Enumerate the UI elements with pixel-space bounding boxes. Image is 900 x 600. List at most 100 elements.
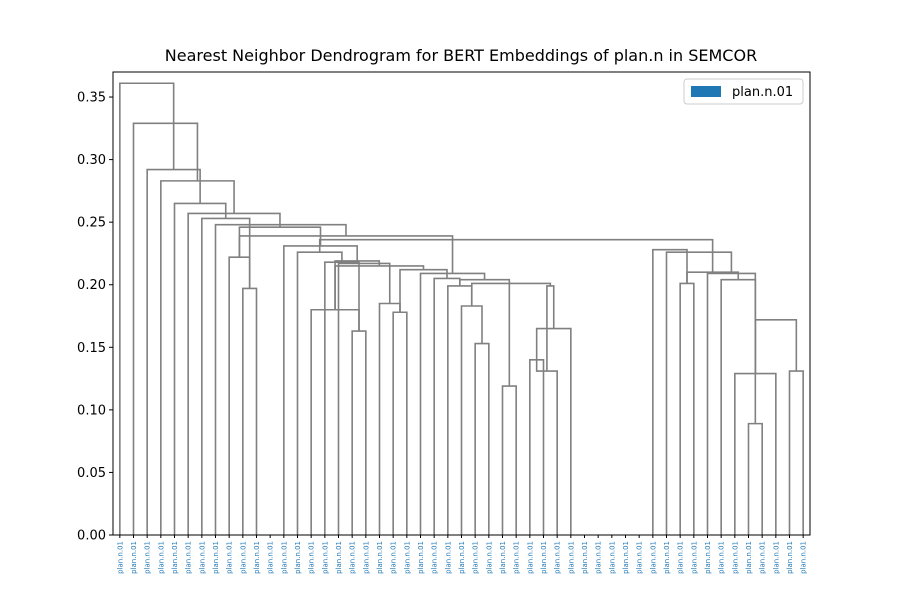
dendrogram-link (214, 223, 347, 535)
leaf-label: plan.n.01 (718, 541, 726, 574)
dendrogram-link (228, 256, 251, 535)
leaf-label: plan.n.01 (239, 541, 247, 574)
legend-swatch (691, 86, 721, 97)
leaf-label: plan.n.01 (212, 541, 220, 574)
dendrogram-link (351, 330, 367, 535)
y-tick-label: 0.35 (77, 91, 106, 106)
leaf-label: plan.n.01 (485, 541, 493, 574)
leaf-label: plan.n.01 (349, 541, 357, 574)
leaf-label: plan.n.01 (116, 541, 124, 574)
dendrogram-link (433, 277, 461, 535)
y-tick-label: 0.10 (77, 403, 106, 418)
dendrogram-link (529, 359, 545, 535)
dendrogram-link (665, 251, 733, 535)
leaf-label: plan.n.01 (253, 541, 261, 574)
dendrogram-link (392, 311, 408, 535)
dendrogram-link (747, 422, 763, 535)
dendrogram-link (187, 212, 281, 535)
leaf-label: plan.n.01 (499, 541, 507, 574)
dendrogram-link (470, 282, 552, 307)
leaf-label: plan.n.01 (144, 541, 152, 574)
dendrogram-link (419, 272, 486, 535)
leaf-label: plan.n.01 (622, 541, 630, 574)
leaf-label: plan.n.01 (444, 541, 452, 574)
leaf-label: plan.n.01 (376, 541, 384, 574)
leaf-label: plan.n.01 (513, 541, 521, 574)
leaf-label: plan.n.01 (649, 541, 657, 574)
y-tick-label: 0.25 (77, 216, 106, 231)
leaf-label: plan.n.01 (554, 541, 562, 574)
leaf-label: plan.n.01 (267, 541, 275, 574)
leaf-label: plan.n.01 (526, 541, 534, 574)
dendrogram-link (754, 318, 798, 374)
dendrogram-link (378, 302, 401, 535)
dendrogram-link (173, 202, 227, 535)
leaf-label: plan.n.01 (677, 541, 685, 574)
y-tick-label: 0.15 (77, 341, 106, 356)
dendrogram-link (720, 278, 757, 535)
leaf-label: plan.n.01 (335, 541, 343, 574)
dendrogram-link (447, 285, 473, 535)
leaf-label: plan.n.01 (608, 541, 616, 574)
leaf-label: plan.n.01 (690, 541, 698, 574)
dendrogram-link (318, 238, 714, 273)
leaf-label: plan.n.01 (800, 541, 808, 574)
leaf-label: plan.n.01 (226, 541, 234, 574)
dendrogram-link (238, 226, 322, 258)
dendrogram-link (535, 359, 558, 535)
legend-label: plan.n.01 (732, 85, 793, 100)
leaf-label: plan.n.01 (362, 541, 370, 574)
dendrogram-link (679, 282, 695, 535)
dendrogram-link (652, 248, 688, 535)
dendrogram-link (238, 235, 454, 274)
leaf-label: plan.n.01 (772, 541, 780, 574)
dendrogram-link (788, 370, 804, 535)
leaf-label: plan.n.01 (417, 541, 425, 574)
leaf-label: plan.n.01 (130, 541, 138, 574)
dendrogram-link (324, 261, 360, 535)
dendrogram-link (501, 385, 517, 535)
dendrogram-link (706, 272, 757, 535)
dendrogram-link (146, 168, 201, 535)
y-axis: 0.00 0.05 0.10 0.15 0.20 0.25 0.30 0.35 (77, 91, 113, 544)
dendrogram-link (399, 268, 448, 313)
leaf-label: plan.n.01 (472, 541, 480, 574)
y-tick-label: 0.00 (77, 529, 106, 544)
dendrogram-link (474, 342, 490, 535)
leaf-label: plan.n.01 (458, 541, 466, 574)
dendrogram-link (334, 260, 381, 310)
legend: plan.n.01 (683, 78, 804, 105)
dendrogram-link (296, 251, 343, 535)
dendrogram-link (132, 122, 199, 535)
leaf-label: plan.n.01 (308, 541, 316, 574)
leaf-label: plan.n.01 (567, 541, 575, 574)
leaf-label: plan.n.01 (403, 541, 411, 574)
dendrogram-link (458, 278, 511, 387)
leaf-label: plan.n.01 (786, 541, 794, 574)
leaf-label: plan.n.01 (280, 541, 288, 574)
x-axis: plan.n.01 plan.n.01 plan.n.01 plan.n.01 plan… (116, 535, 808, 574)
leaf-label: plan.n.01 (581, 541, 589, 574)
leaf-label: plan.n.01 (198, 541, 206, 574)
dendrogram-link (242, 287, 258, 535)
leaf-label: plan.n.01 (636, 541, 644, 574)
dendrogram-link (160, 180, 235, 535)
dendrogram-link (337, 262, 391, 535)
leaf-label: plan.n.01 (171, 541, 179, 574)
dendrogram-link (119, 82, 175, 535)
leaf-label: plan.n.01 (294, 541, 302, 574)
leaf-label: plan.n.01 (759, 541, 767, 574)
y-tick-label: 0.20 (77, 278, 106, 293)
dendrogram-link (460, 305, 483, 535)
leaf-label: plan.n.01 (185, 541, 193, 574)
leaf-label: plan.n.01 (745, 541, 753, 574)
dendrogram-links (119, 82, 804, 535)
y-tick-label: 0.30 (77, 153, 106, 168)
leaf-label: plan.n.01 (540, 541, 548, 574)
leaf-label: plan.n.01 (595, 541, 603, 574)
leaf-label: plan.n.01 (390, 541, 398, 574)
leaf-label: plan.n.01 (731, 541, 739, 574)
legend-frame (683, 78, 804, 105)
leaf-label: plan.n.01 (663, 541, 671, 574)
leaf-label: plan.n.01 (157, 541, 165, 574)
